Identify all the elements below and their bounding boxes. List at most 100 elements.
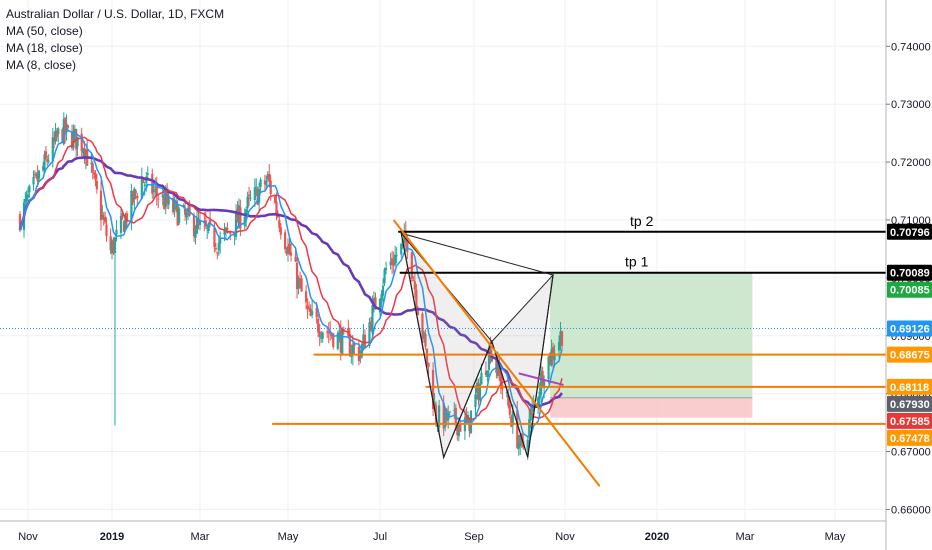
candle-body bbox=[510, 416, 513, 427]
x-tick-label: Jul bbox=[373, 531, 387, 543]
candle-body bbox=[486, 370, 489, 377]
candle-body bbox=[425, 348, 429, 364]
badge-bg bbox=[887, 395, 932, 412]
candle-body bbox=[378, 298, 382, 313]
candle-body bbox=[444, 407, 447, 428]
candle-body bbox=[490, 356, 494, 362]
drawings[interactable]: tp 2 tp 1 bbox=[0, 213, 886, 487]
candle-body bbox=[383, 269, 386, 284]
pattern-triangle-bcd bbox=[491, 273, 554, 458]
candle-body bbox=[134, 191, 137, 194]
candle-body bbox=[206, 227, 209, 230]
candle-body bbox=[309, 308, 312, 317]
candle-body bbox=[474, 394, 477, 408]
candle-body bbox=[216, 252, 219, 254]
y-tick-label: 0.66000 bbox=[891, 504, 931, 516]
price-badge-support: 0.68675 bbox=[887, 346, 932, 363]
candle-body bbox=[57, 128, 60, 135]
candle-body bbox=[243, 216, 246, 226]
candle-body bbox=[318, 331, 321, 338]
candle-body bbox=[183, 208, 187, 215]
candle-body bbox=[553, 353, 556, 361]
candle-body bbox=[338, 332, 341, 335]
y-tick-label: 0.74000 bbox=[891, 41, 931, 53]
position-zones bbox=[550, 272, 753, 418]
candle-body bbox=[538, 391, 541, 399]
candle-body bbox=[351, 344, 354, 355]
candle-body bbox=[70, 131, 74, 149]
candle-body bbox=[51, 137, 54, 161]
candle-body bbox=[540, 372, 543, 395]
x-tick-label: Mar bbox=[736, 531, 755, 543]
candle-body bbox=[353, 343, 356, 346]
candle-body bbox=[80, 133, 83, 152]
candle-body bbox=[374, 297, 377, 310]
candle-body bbox=[53, 136, 56, 142]
candle-body bbox=[195, 218, 199, 234]
candle-body bbox=[142, 179, 145, 184]
candle-body bbox=[249, 197, 252, 199]
candle-body bbox=[326, 331, 329, 333]
candle-body bbox=[380, 293, 383, 301]
chart-legend: Australian Dollar / U.S. Dollar, 1D, FXC… bbox=[6, 6, 224, 74]
candle-body bbox=[125, 213, 129, 222]
profit-zone bbox=[550, 272, 753, 398]
candle-body bbox=[487, 348, 491, 370]
indicator-ma8[interactable]: MA (8, close) bbox=[6, 58, 77, 72]
candle-body bbox=[453, 409, 456, 411]
candle-body bbox=[438, 405, 441, 428]
indicator-ma50[interactable]: MA (50, close) bbox=[6, 24, 83, 38]
candle-body bbox=[104, 216, 107, 223]
candle-body bbox=[143, 184, 146, 186]
candle-body bbox=[416, 310, 420, 315]
candle-body bbox=[233, 233, 236, 237]
candle-body bbox=[214, 248, 217, 250]
candle-body bbox=[146, 173, 149, 175]
candle-body bbox=[332, 333, 335, 348]
candle-body bbox=[61, 129, 64, 143]
candle-body bbox=[256, 188, 259, 205]
candle-body bbox=[236, 209, 239, 223]
candle-body bbox=[489, 345, 492, 360]
candle-body bbox=[495, 355, 498, 373]
candle-body bbox=[412, 280, 415, 282]
candle-body bbox=[516, 410, 519, 448]
candle-body bbox=[269, 180, 272, 195]
candle-body bbox=[253, 187, 256, 200]
badge-bg bbox=[887, 264, 932, 281]
candle-body bbox=[559, 331, 562, 344]
candle-body bbox=[76, 136, 79, 147]
chart-title: Australian Dollar / U.S. Dollar, 1D, FXC… bbox=[6, 7, 225, 21]
candle-body bbox=[505, 392, 508, 394]
candle-body bbox=[166, 192, 169, 204]
price-badge-stop: 0.67585 bbox=[887, 412, 932, 429]
candle-body bbox=[36, 174, 39, 182]
badge-text: 0.70085 bbox=[890, 285, 930, 297]
candle-body bbox=[62, 119, 65, 145]
candle-body bbox=[99, 190, 103, 221]
candle-body bbox=[152, 189, 155, 193]
badge-text: 0.67585 bbox=[890, 416, 930, 428]
x-tick-label: Sep bbox=[464, 531, 484, 543]
candle-body bbox=[110, 241, 114, 254]
pattern-xd bbox=[401, 232, 554, 276]
candle-body bbox=[122, 221, 126, 232]
candle-body bbox=[457, 423, 460, 437]
x-tick-label: May bbox=[825, 531, 846, 543]
candle-body bbox=[459, 423, 462, 432]
candle-body bbox=[28, 185, 31, 193]
candle-body bbox=[164, 191, 167, 207]
candle-body bbox=[311, 310, 314, 315]
candle-body bbox=[300, 278, 303, 292]
x-tick-label: 2019 bbox=[100, 531, 124, 543]
candle-body bbox=[185, 212, 188, 218]
candle-body bbox=[372, 298, 376, 304]
candle-body bbox=[131, 191, 134, 203]
candle-body bbox=[176, 204, 179, 226]
indicator-ma18[interactable]: MA (18, close) bbox=[6, 41, 83, 55]
candle-body bbox=[66, 125, 70, 128]
candle-body bbox=[47, 160, 50, 162]
badge-bg bbox=[887, 320, 932, 337]
